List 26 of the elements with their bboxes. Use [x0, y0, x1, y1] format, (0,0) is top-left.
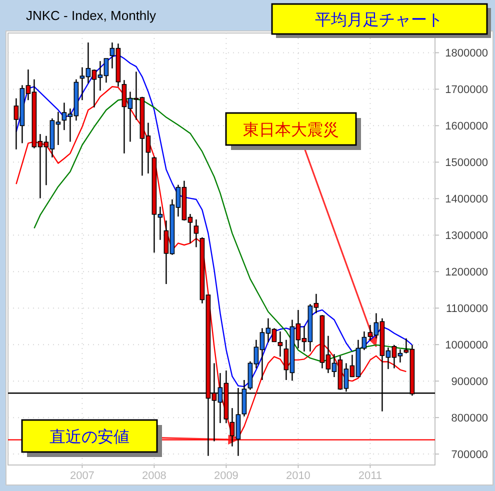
- annotation: 直近の安値: [21, 419, 162, 457]
- y-tick-label: 1800000: [445, 48, 488, 60]
- y-tick-label: 1600000: [445, 120, 488, 133]
- candlestick: [194, 218, 199, 248]
- x-tick-label: 2008: [142, 470, 166, 482]
- y-tick-label: 1400000: [445, 194, 488, 206]
- y-tick-label: 1700000: [445, 84, 488, 96]
- subtitle-box: 平均月足チャート: [271, 3, 491, 38]
- y-tick-label: 900000: [451, 376, 488, 388]
- y-tick-label: 1500000: [445, 157, 488, 170]
- candlestick: [278, 330, 283, 358]
- y-tick-label: 1100000: [446, 303, 488, 316]
- x-tick-label: 2010: [286, 470, 310, 482]
- y-tick-label: 1300000: [445, 230, 488, 242]
- chart-title: JNKC - Index, Monthly: [26, 8, 157, 23]
- chart-subtitle: 平均月足チャート: [315, 12, 443, 29]
- x-tick-label: 2011: [358, 470, 382, 482]
- x-tick-label: 2009: [214, 470, 238, 482]
- annotation: 直近の安値: [50, 428, 130, 446]
- y-tick-label: 1000000: [445, 340, 488, 352]
- y-tick-label: 700000: [451, 449, 488, 462]
- y-tick-label: 800000: [451, 412, 488, 425]
- annotation: 東日本大震災: [225, 112, 361, 150]
- annotation: 東日本大震災: [243, 121, 339, 139]
- x-tick-label: 2007: [70, 470, 94, 482]
- y-tick-label: 1200000: [445, 266, 488, 279]
